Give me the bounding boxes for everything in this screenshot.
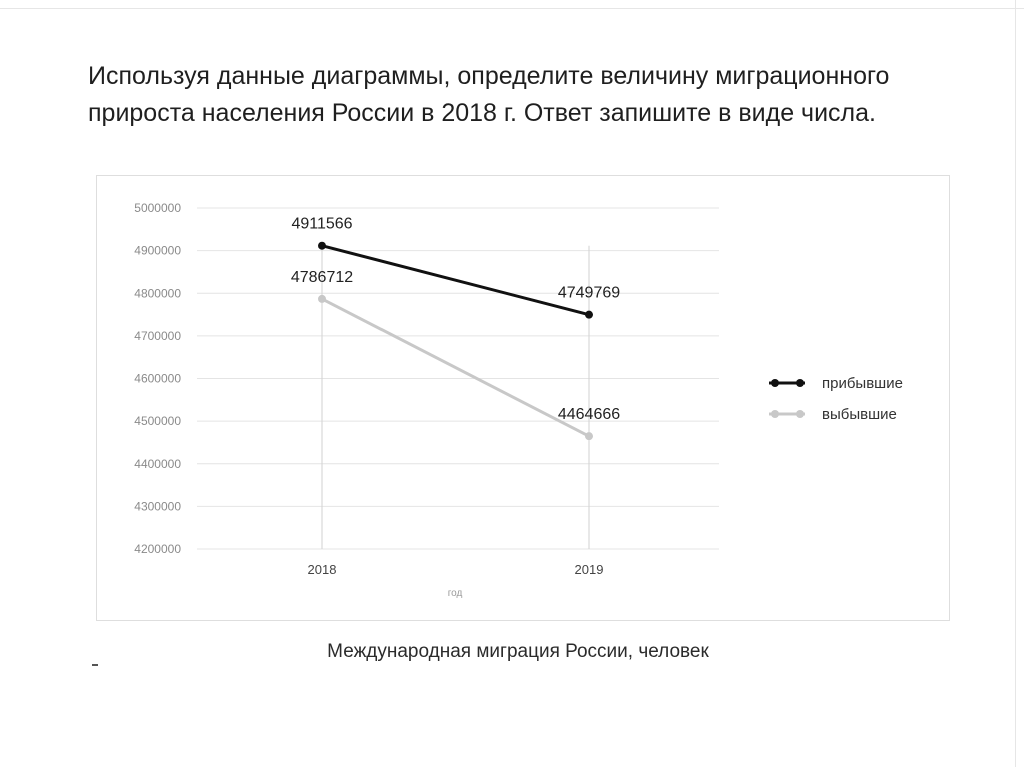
window-right-border [1015,0,1024,767]
point-arrived [318,241,326,250]
point-arrived [585,310,593,319]
y-tick-label: 4300000 [134,499,181,513]
legend-entry: выбывшие [822,406,897,423]
point-departed [318,294,326,303]
x-tick-label: 2019 [575,562,604,577]
y-tick-label: 4200000 [134,542,181,556]
question-text: Используя данные диаграммы, определите в… [88,62,890,127]
y-tick-label: 4700000 [134,329,181,343]
dash-mark [92,664,98,666]
line-chart: 5000000 4900000 4800000 4700000 4600000 45000… [134,201,903,599]
data-label: 4749769 [558,285,620,302]
window-top-border [0,0,1024,9]
series-line-arrived [321,244,590,317]
y-tick-label: 5000000 [134,201,181,215]
data-label: 4786712 [291,269,353,286]
legend-swatch-dot [771,410,779,418]
legend-swatch-dot [771,379,779,387]
x-axis-label: год [448,588,463,599]
y-tick-label: 4800000 [134,286,181,300]
data-label: 4464666 [558,406,620,423]
legend-swatch-dot [796,379,804,387]
y-tick-label: 4500000 [134,414,181,428]
point-departed [585,432,593,441]
chart-caption: Международная миграция России, человек [327,641,709,662]
y-tick-label: 4400000 [134,457,181,471]
y-tick-label: 4900000 [134,244,181,258]
x-tick-label: 2018 [308,562,337,577]
y-tick-label: 4600000 [134,372,181,386]
series-line-departed [321,297,590,438]
legend-swatch-dot [796,410,804,418]
data-label: 4911566 [291,216,352,233]
legend-entry: прибывшие [822,375,903,392]
chart-panel: 5000000 4900000 4800000 4700000 4600000 45000… [96,175,950,621]
